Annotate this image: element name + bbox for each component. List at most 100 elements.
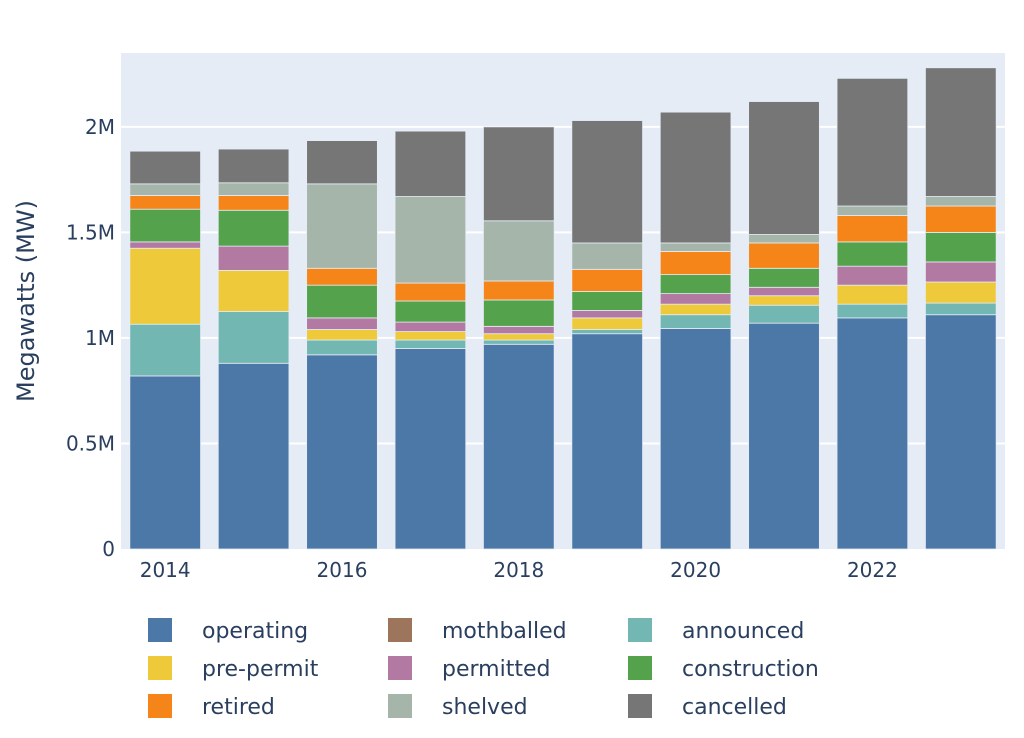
bar-segment-permitted (836, 265, 909, 286)
bar-segment-pre-permit (217, 269, 290, 312)
bar-segment-pre-permit (394, 331, 467, 341)
bar-segment-cancelled (483, 126, 555, 222)
bar-segment-permitted (129, 241, 201, 249)
bar-segment-shelved (748, 234, 820, 244)
bar-segment-announced (659, 314, 732, 329)
legend-swatch (148, 694, 172, 718)
bar-segment-shelved (659, 242, 732, 252)
x-tick-label: 2018 (493, 558, 544, 582)
bar-segment-pre-permit (925, 281, 997, 304)
bar-segment-permitted (659, 293, 732, 305)
y-tick-label: 0 (102, 537, 115, 561)
legend-label: construction (682, 657, 819, 682)
bar-segment-operating (748, 322, 820, 550)
legend-label: permitted (442, 657, 550, 682)
bar-segment-announced (925, 302, 997, 316)
bar-segment-permitted (483, 325, 555, 335)
x-tick-label: 2016 (317, 558, 368, 582)
legend: operating mothballed announced pre-permit pe… (148, 618, 819, 720)
bar-segment-operating (217, 362, 290, 550)
y-tick-label: 0.5M (66, 431, 115, 455)
bar-segment-construction (659, 274, 732, 295)
bar-segment-cancelled (659, 111, 732, 244)
bar-segment-pre-permit (748, 295, 820, 306)
bar-segment-retired (925, 205, 997, 233)
bar-segment-announced (394, 339, 467, 349)
bar-segment-operating (836, 317, 909, 550)
legend-label: mothballed (442, 619, 567, 644)
legend-item-construction[interactable]: construction (628, 656, 819, 682)
y-axis-title: Megawatts (MW) (12, 200, 40, 402)
bar-segment-retired (394, 282, 467, 302)
bar-segment-cancelled (129, 150, 201, 185)
bar-segment-construction (306, 284, 378, 319)
legend-label: retired (202, 695, 275, 720)
bar-segment-announced (129, 323, 201, 377)
bar-segment-construction (748, 267, 820, 288)
bar-segment-retired (306, 267, 378, 286)
legend-label: shelved (442, 695, 528, 720)
bar-segment-cancelled (306, 140, 378, 185)
bar-segment-retired (659, 250, 732, 276)
bar-segment-construction (483, 299, 555, 327)
bar-segment-operating (306, 354, 378, 550)
legend-label: pre-permit (202, 657, 319, 682)
legend-swatch (628, 656, 652, 680)
bar-segment-permitted (394, 321, 467, 333)
bar-segment-retired (748, 242, 820, 269)
legend-item-announced[interactable]: announced (628, 618, 804, 644)
bar-segment-retired (836, 215, 909, 243)
bar-segment-construction (571, 291, 643, 311)
bar-segment-pre-permit (306, 329, 378, 341)
bar-segment-permitted (217, 245, 290, 271)
bar-segment-permitted (748, 286, 820, 297)
legend-swatch (388, 618, 412, 642)
y-axis-ticks: 0 0.5M 1M 1.5M 2M (66, 115, 115, 561)
bar-segment-pre-permit (836, 284, 909, 305)
bar-segment-announced (217, 311, 290, 364)
legend-item-cancelled[interactable]: cancelled (628, 694, 787, 720)
bar-segment-pre-permit (483, 333, 555, 341)
x-axis-ticks: 2014 2016 2018 2020 2022 (140, 558, 898, 582)
bar-segment-shelved (129, 183, 201, 196)
legend-item-permitted[interactable]: permitted (388, 656, 550, 682)
bar-segment-shelved (217, 182, 290, 196)
bar-segment-announced (306, 339, 378, 356)
bar-segment-announced (836, 303, 909, 319)
bar-segment-operating (925, 314, 997, 550)
bar-segment-shelved (925, 196, 997, 207)
bar-segment-announced (571, 329, 643, 335)
bar-segment-shelved (836, 205, 909, 216)
bar-segment-retired (571, 268, 643, 292)
bar-segment-cancelled (748, 101, 820, 235)
legend-swatch (388, 694, 412, 718)
legend-label: cancelled (682, 695, 787, 720)
y-tick-label: 2M (85, 115, 115, 139)
bar-segment-pre-permit (659, 303, 732, 316)
legend-item-shelved[interactable]: shelved (388, 694, 528, 720)
bar-segment-shelved (394, 196, 467, 284)
x-tick-label: 2022 (847, 558, 898, 582)
legend-item-operating[interactable]: operating (148, 618, 308, 644)
bar-segment-construction (217, 209, 290, 247)
bar-segment-cancelled (836, 77, 909, 207)
legend-swatch (628, 694, 652, 718)
bar-segment-announced (748, 304, 820, 324)
legend-item-retired[interactable]: retired (148, 694, 275, 720)
legend-label: announced (682, 619, 804, 644)
bar-segment-cancelled (217, 148, 290, 184)
bar-segment-construction (394, 300, 467, 323)
bars (129, 67, 997, 550)
bar-segment-operating (571, 333, 643, 550)
y-tick-label: 1.5M (66, 220, 115, 244)
bar-segment-cancelled (571, 120, 643, 244)
legend-label: operating (202, 619, 308, 644)
bar-segment-retired (129, 195, 201, 210)
x-tick-label: 2014 (140, 558, 191, 582)
legend-item-pre-permit[interactable]: pre-permit (148, 656, 319, 682)
bar-segment-announced (483, 339, 555, 345)
legend-item-mothballed[interactable]: mothballed (388, 618, 567, 644)
bar-segment-construction (129, 208, 201, 243)
y-tick-label: 1M (85, 326, 115, 350)
